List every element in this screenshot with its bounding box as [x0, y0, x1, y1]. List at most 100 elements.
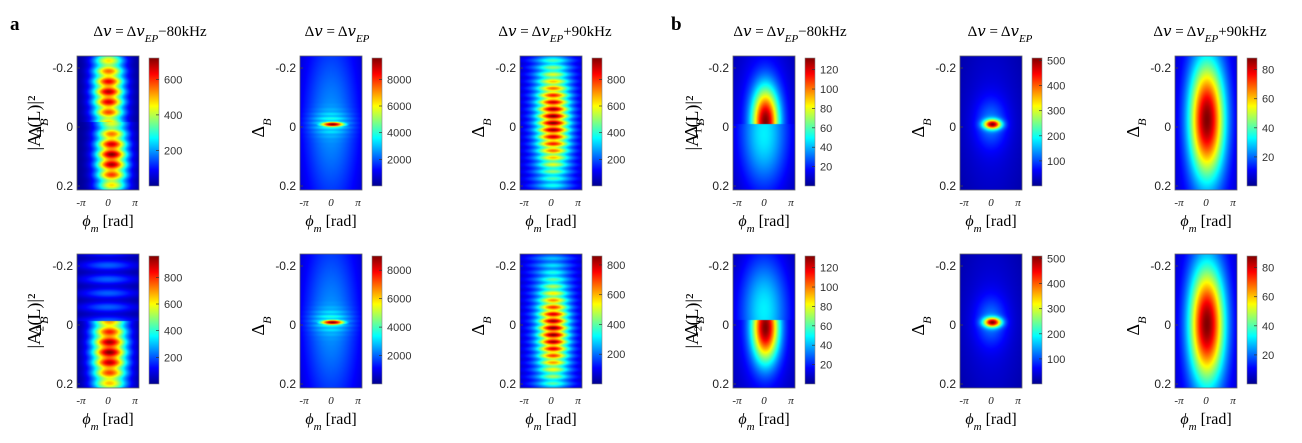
colorbar — [1246, 57, 1258, 187]
colorbar-tick-label: 2000 — [387, 154, 411, 166]
colorbar-tick-label: 4000 — [387, 128, 411, 140]
y-axis-label: ΔB — [681, 316, 707, 336]
x-tick-label: 0 — [988, 395, 994, 407]
x-tick-label: 0 — [328, 395, 334, 407]
y-tick-label: -0.2 — [495, 259, 516, 273]
y-axis-label: ΔB — [248, 316, 274, 336]
heatmap-a-1-3: -0.2 0 0.2 ΔB -π 0 π ϕm [rad] 200 400 600 800 — [468, 55, 625, 235]
colorbar-tick-label: 120 — [820, 65, 838, 77]
x-tick-label: 0 — [548, 197, 554, 209]
colorbar-tick-label: 400 — [1047, 81, 1065, 93]
x-tick-label: π — [1015, 197, 1021, 209]
x-axis-label: ϕm [rad] — [525, 411, 576, 433]
y-tick-label: 0 — [1164, 120, 1171, 134]
title-suffix: +90kHz — [563, 24, 612, 40]
colorbar-tick-label: 8000 — [387, 265, 411, 277]
heatmap-b-1-1: -0.2 0 0.2 ΔB -π 0 π ϕm [rad] 20 40 60 80 100 120 — [681, 55, 838, 235]
heatmap-image — [1175, 254, 1237, 388]
plot-frame — [76, 55, 140, 191]
title-subscript: EP — [1018, 33, 1033, 45]
x-axis-label-main: ϕ — [305, 411, 313, 428]
x-axis-label: ϕm [rad] — [305, 411, 356, 433]
title-prefix: Δ𝑣 = Δ𝑣 — [498, 24, 550, 40]
title-prefix: Δ𝑣 = Δ𝑣 — [93, 24, 145, 40]
title-suffix: −80kHz — [158, 24, 207, 40]
y-tick-label: 0 — [509, 318, 516, 332]
column-title: Δ𝑣 = Δ𝑣EP−80kHz — [93, 24, 207, 45]
plot-frame — [76, 253, 140, 389]
y-tick-label: 0.2 — [499, 377, 516, 391]
x-tick-label: -π — [299, 197, 309, 209]
colorbar-tick-label: 20 — [820, 360, 832, 372]
colorbar — [804, 57, 816, 187]
x-axis-label-unit: [rad] — [542, 213, 577, 230]
x-tick-label: 0 — [761, 197, 767, 209]
x-axis-label-unit: [rad] — [322, 411, 357, 428]
y-tick-label: 0.2 — [712, 179, 729, 193]
x-tick-label: -π — [732, 197, 742, 209]
row-label: |A₁(L)|² — [682, 96, 703, 151]
x-axis-label-unit: [rad] — [755, 213, 790, 230]
y-axis-label-main: Δ — [248, 126, 268, 138]
colorbar — [1031, 255, 1043, 385]
column-title: Δ𝑣 = Δ𝑣EP+90kHz — [1153, 24, 1267, 45]
y-axis-label-main: Δ — [25, 126, 45, 138]
heatmap-image — [300, 56, 362, 190]
x-axis-label-main: ϕ — [82, 411, 90, 428]
colorbar-tick-label: 800 — [607, 74, 625, 86]
y-axis-label-sub: B — [1135, 316, 1149, 324]
heatmap-image — [733, 56, 795, 190]
x-axis-label-unit: [rad] — [99, 213, 134, 230]
y-axis-label-main: Δ — [468, 126, 488, 138]
y-axis-label-main: Δ — [25, 324, 45, 336]
y-axis-label: ΔB — [681, 118, 707, 138]
x-tick-label: -π — [76, 395, 86, 407]
column-title: Δ𝑣 = Δ𝑣EP — [968, 24, 1033, 45]
y-axis-label-main: Δ — [468, 324, 488, 336]
y-tick-label: -0.2 — [935, 259, 956, 273]
x-axis-label: ϕm [rad] — [1180, 411, 1231, 433]
plot-frame — [1174, 253, 1238, 389]
plot-frame — [732, 253, 796, 389]
y-tick-label: 0.2 — [939, 377, 956, 391]
x-tick-label: π — [1230, 197, 1236, 209]
colorbar-tick-label: 100 — [1047, 156, 1065, 168]
y-tick-label: 0 — [949, 120, 956, 134]
x-tick-label: π — [1015, 395, 1021, 407]
heatmap-image — [1175, 56, 1237, 190]
x-tick-label: π — [788, 395, 794, 407]
x-axis-label-sub: m — [534, 223, 542, 235]
plot-frame — [299, 55, 363, 191]
y-tick-label: 0 — [66, 318, 73, 332]
colorbar — [371, 57, 383, 187]
heatmap-b-2-2: -0.2 0 0.2 ΔB -π 0 π ϕm [rad] 100 200 300 400 500 — [908, 254, 1065, 433]
x-tick-label: -π — [299, 395, 309, 407]
x-axis-label-sub: m — [747, 223, 755, 235]
colorbar-tick-label: 40 — [1262, 123, 1274, 135]
heatmap-b-1-2: -0.2 0 0.2 ΔB -π 0 π ϕm [rad] 100 200 300 400 500 — [908, 56, 1065, 235]
x-tick-label: -π — [76, 197, 86, 209]
x-axis-label-unit: [rad] — [755, 411, 790, 428]
row-label: |A₁(L)|² — [24, 96, 45, 151]
y-tick-label: -0.2 — [495, 61, 516, 75]
title-subscript: EP — [549, 33, 564, 45]
title-prefix: Δ𝑣 = Δ𝑣 — [968, 24, 1020, 40]
x-tick-label: -π — [519, 395, 529, 407]
y-tick-label: 0 — [722, 120, 729, 134]
x-axis-label: ϕm [rad] — [82, 213, 133, 235]
y-tick-label: -0.2 — [1150, 61, 1171, 75]
colorbar-tick-label: 400 — [607, 128, 625, 140]
heatmap-grid: -0.200.2ΔB-π 0 πϕm [rad]200400600-0.200.2Δ… — [25, 56, 1274, 433]
colorbar-tick-label: 80 — [820, 301, 832, 313]
y-axis-label: ΔB — [1123, 118, 1149, 138]
y-axis-label-sub: B — [1135, 118, 1149, 126]
x-axis-label-main: ϕ — [738, 213, 746, 230]
x-tick-label: 0 — [761, 395, 767, 407]
y-axis-label-sub: B — [920, 316, 934, 324]
column-title: Δ𝑣 = Δ𝑣EP−80kHz — [733, 24, 847, 45]
x-tick-label: π — [575, 395, 581, 407]
plot-frame — [519, 253, 583, 389]
x-axis-label: ϕm [rad] — [965, 411, 1016, 433]
colorbar-tick-label: 200 — [1047, 329, 1065, 341]
colorbar-tick-label: 8000 — [387, 74, 411, 86]
